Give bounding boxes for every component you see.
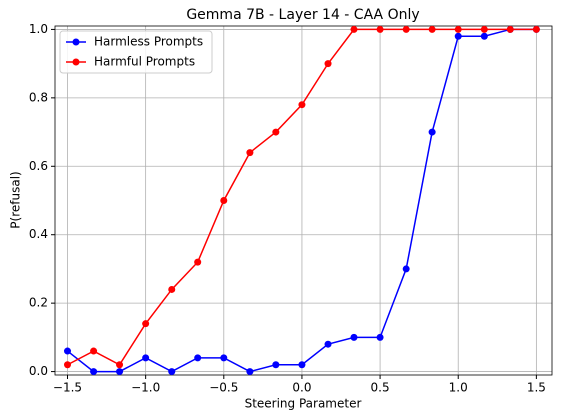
marker — [480, 25, 488, 33]
marker — [428, 25, 436, 33]
marker — [324, 340, 332, 348]
x-tick-label: 0.0 — [292, 381, 311, 395]
y-tick-label: 0.6 — [29, 159, 48, 173]
marker — [142, 320, 150, 328]
marker — [376, 333, 384, 341]
y-axis-label: P(refusal) — [9, 171, 23, 228]
marker — [272, 128, 280, 136]
marker — [220, 197, 228, 204]
y-tick-label: 0.8 — [29, 90, 48, 104]
x-tick-label: 1.0 — [449, 381, 468, 395]
marker — [90, 347, 98, 355]
marker — [142, 354, 150, 362]
marker — [376, 25, 384, 33]
marker — [116, 361, 124, 369]
legend-box — [59, 30, 213, 74]
marker — [454, 25, 462, 33]
marker — [350, 25, 358, 33]
marker — [272, 361, 280, 369]
marker — [454, 32, 462, 40]
x-tick-label: −0.5 — [209, 381, 238, 395]
marker — [116, 368, 124, 376]
legend-marker — [72, 38, 80, 46]
marker — [350, 333, 358, 341]
y-tick-label: 1.0 — [29, 22, 48, 36]
y-tick-label: 0.2 — [29, 296, 48, 310]
marker — [220, 354, 228, 362]
x-axis-label: Steering Parameter — [245, 397, 362, 411]
marker — [90, 368, 98, 376]
x-tick-label: −1.0 — [131, 381, 160, 395]
marker — [480, 32, 488, 40]
chart-title: Gemma 7B - Layer 14 - CAA Only — [186, 7, 419, 23]
marker — [64, 347, 72, 355]
x-tick-label: 0.5 — [371, 381, 390, 395]
legend-marker — [72, 58, 80, 66]
marker — [506, 25, 514, 33]
marker — [64, 361, 72, 369]
marker — [246, 368, 254, 376]
marker — [402, 265, 410, 273]
marker — [298, 101, 306, 109]
y-tick-label: 0.4 — [29, 227, 48, 241]
marker — [168, 368, 176, 376]
marker — [246, 149, 254, 157]
y-tick-label: 0.0 — [29, 364, 48, 378]
marker — [324, 60, 332, 68]
plot-frame — [54, 25, 553, 376]
marker — [298, 361, 306, 369]
x-tick-label: 1.5 — [527, 381, 546, 395]
marker — [194, 354, 202, 362]
marker — [402, 25, 410, 33]
x-tick-label: −1.5 — [53, 381, 82, 395]
legend-label: Harmful Prompts — [94, 55, 195, 69]
marker — [168, 285, 176, 293]
marker — [428, 128, 436, 136]
legend-label: Harmless Prompts — [94, 35, 203, 49]
marker — [194, 258, 202, 266]
marker — [532, 25, 540, 33]
